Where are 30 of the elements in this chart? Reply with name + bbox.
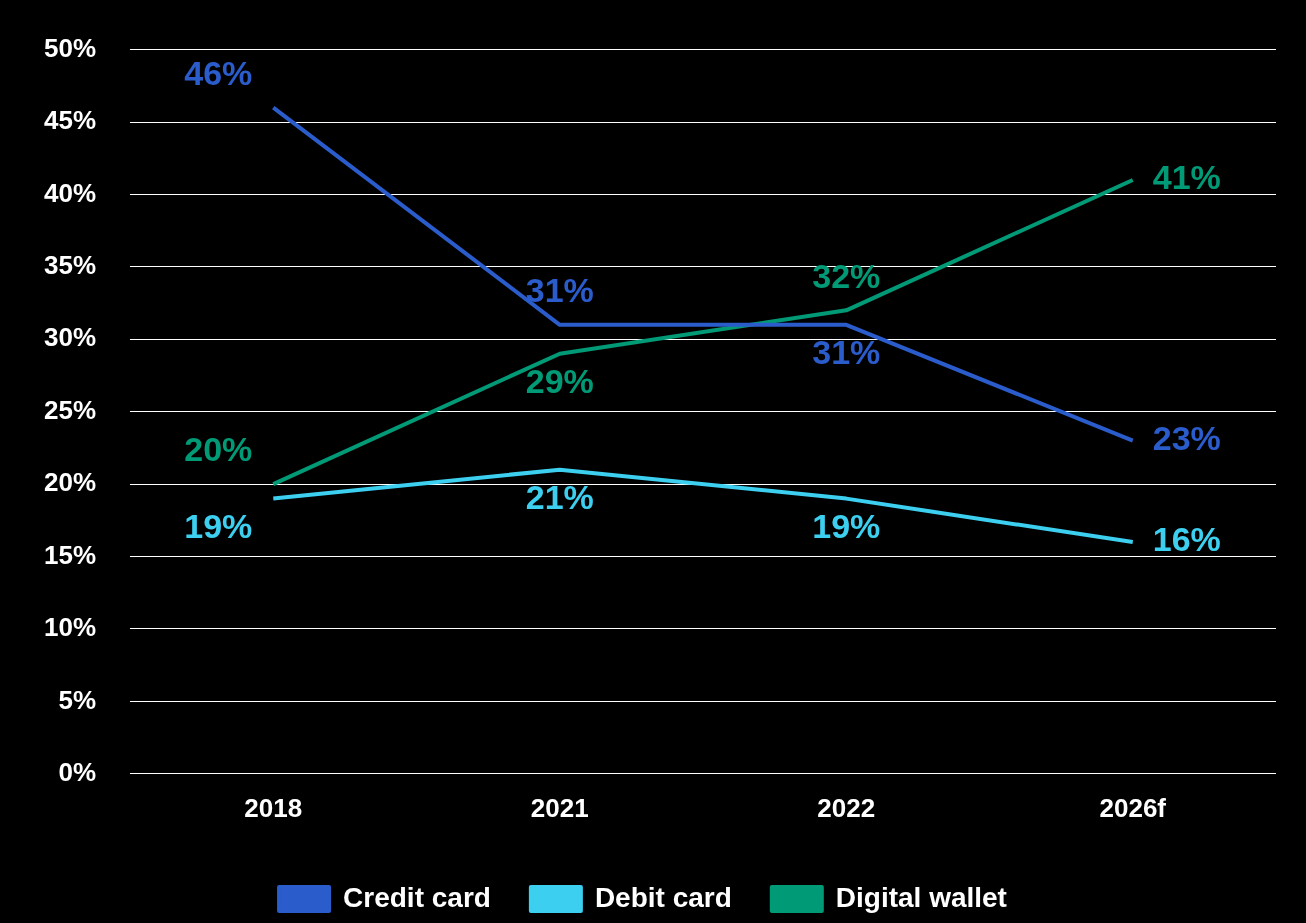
y-tick-label: 0% bbox=[58, 756, 97, 787]
y-tick-label: 30% bbox=[43, 322, 97, 353]
data-label: 23% bbox=[1152, 419, 1221, 458]
y-tick-label: 5% bbox=[58, 684, 97, 715]
y-tick-label: 10% bbox=[43, 612, 97, 643]
data-label: 32% bbox=[812, 256, 881, 295]
data-label: 21% bbox=[525, 478, 594, 517]
data-label: 19% bbox=[184, 506, 253, 545]
legend-label: Debit card bbox=[594, 881, 732, 913]
x-tick-label: 2018 bbox=[244, 792, 303, 823]
y-tick-label: 40% bbox=[43, 177, 97, 208]
x-tick-label: 2021 bbox=[530, 792, 589, 823]
data-label: 46% bbox=[184, 53, 253, 92]
y-tick-label: 25% bbox=[43, 394, 97, 425]
legend-label: Digital wallet bbox=[835, 881, 1007, 913]
data-label: 31% bbox=[525, 271, 594, 310]
y-tick-label: 35% bbox=[43, 250, 97, 281]
y-tick-label: 45% bbox=[43, 105, 97, 136]
y-tick-label: 15% bbox=[43, 539, 97, 570]
data-label: 16% bbox=[1152, 520, 1221, 559]
y-tick-label: 50% bbox=[43, 32, 97, 63]
y-tick-label: 20% bbox=[43, 467, 97, 498]
legend-label: Credit card bbox=[343, 881, 491, 913]
x-tick-label: 2022 bbox=[817, 792, 876, 823]
data-label: 20% bbox=[184, 430, 253, 469]
x-tick-label: 2026f bbox=[1099, 792, 1167, 823]
data-label: 31% bbox=[812, 333, 881, 372]
data-label: 29% bbox=[525, 362, 594, 401]
data-label: 19% bbox=[812, 506, 881, 545]
data-label: 41% bbox=[1152, 158, 1221, 197]
